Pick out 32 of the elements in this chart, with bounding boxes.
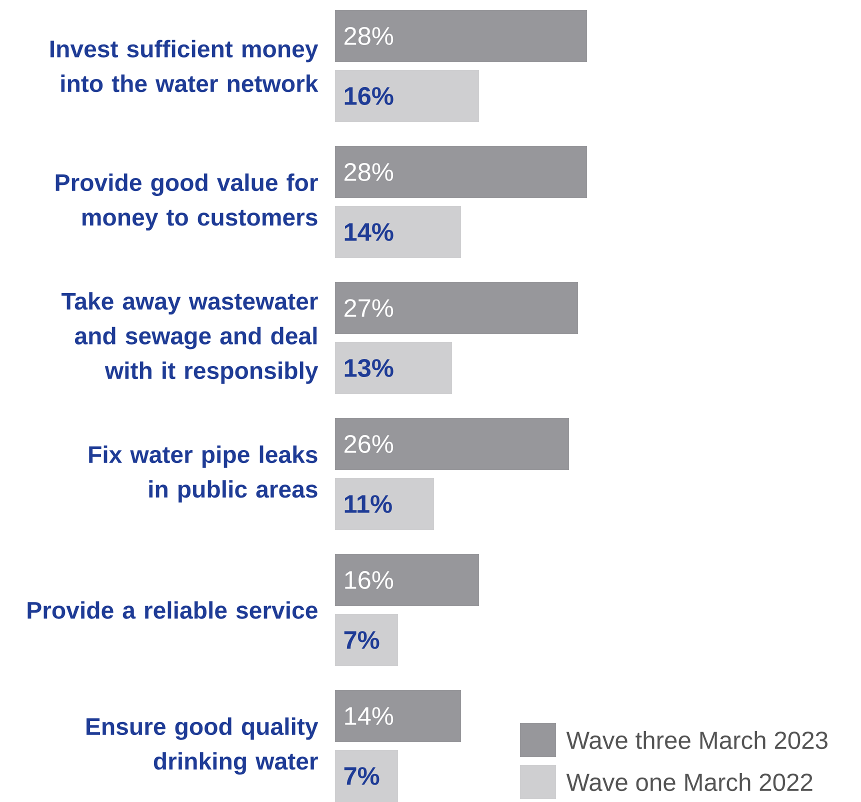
data-label: 26% (344, 435, 394, 453)
bar (335, 282, 578, 334)
data-label: 14% (344, 223, 394, 241)
bar (335, 70, 479, 122)
bar (335, 478, 434, 530)
data-label: 28% (344, 163, 394, 181)
bar (335, 418, 570, 470)
y-tick-label: Provide a reliable service (28, 601, 318, 619)
y-tick-label: Invest sufficient money into the water network (50, 40, 318, 92)
bar (335, 554, 479, 606)
data-label: 28% (344, 27, 394, 45)
data-label: 7% (344, 767, 380, 785)
data-label: 11% (344, 495, 392, 513)
bar (335, 146, 587, 198)
data-label: 7% (344, 631, 380, 649)
y-tick-label: Ensure good quality drinking water (86, 717, 318, 775)
legend-label: Wave three March 2023 (566, 730, 828, 750)
bar (335, 750, 398, 802)
bar (335, 690, 461, 742)
bar (335, 614, 398, 666)
y-tick-label: Fix water pipe leaks in public areas (89, 445, 318, 503)
y-tick-label: Take away wastewater and sewage and deal with it responsibly (62, 292, 318, 384)
data-label: 16% (344, 87, 394, 105)
y-tick-label: Provide good value for money to customers (56, 173, 318, 231)
data-label: 14% (345, 707, 394, 725)
bar (335, 342, 452, 394)
data-label: 16% (345, 571, 394, 589)
legend-label: Wave one March 2022 (566, 772, 812, 792)
bar (335, 206, 461, 258)
bar (335, 10, 587, 62)
data-label: 27% (344, 299, 394, 317)
data-label: 13% (344, 359, 394, 378)
